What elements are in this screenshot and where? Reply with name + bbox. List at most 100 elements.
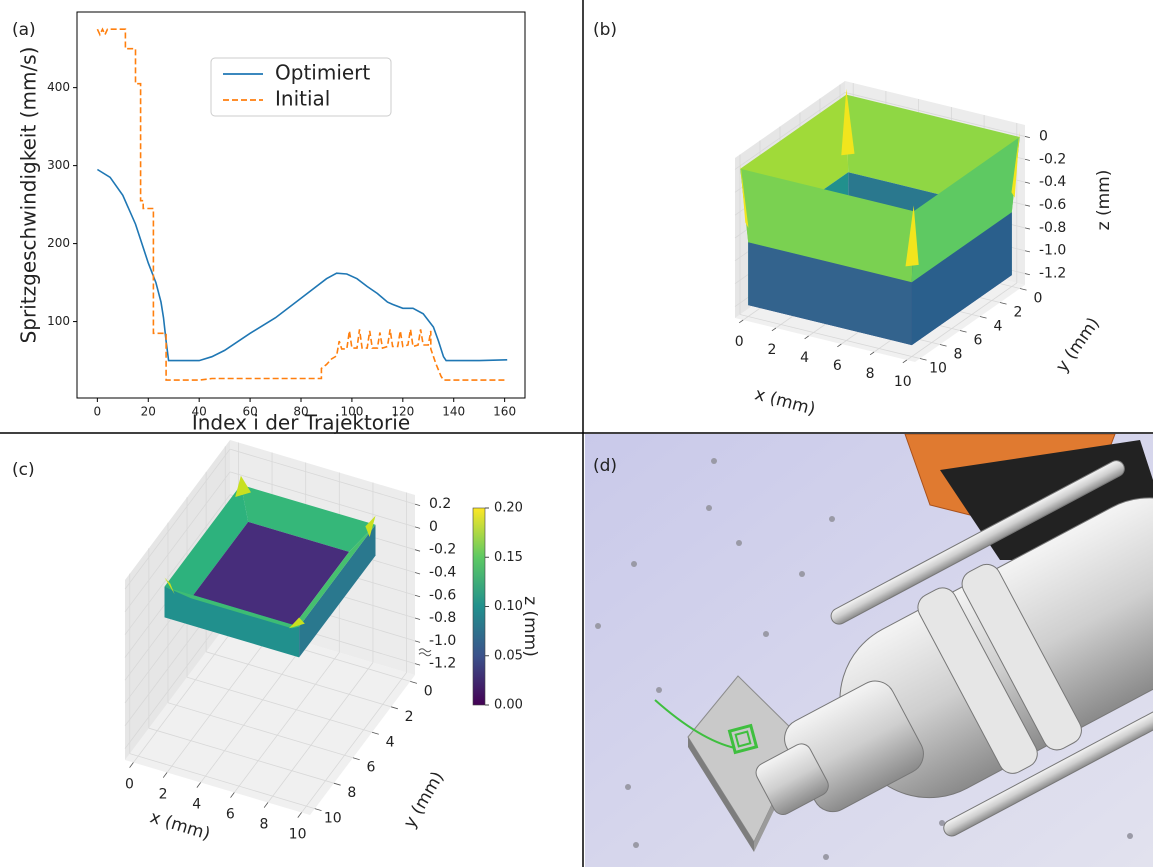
z-tick-label: -0.4 [429, 564, 456, 580]
x-tick [197, 783, 201, 788]
y-tick-label: 200 [47, 236, 70, 250]
x-tick-label: 0 [735, 334, 744, 350]
panel-label: (a) [12, 20, 36, 40]
x-axis-label: x (mm) [753, 384, 818, 419]
panel-label: (d) [593, 456, 617, 476]
x-tick [903, 360, 907, 363]
x-tick-label: 0 [125, 777, 134, 793]
x-tick [163, 773, 167, 778]
y-tick-label: 6 [974, 333, 983, 349]
x-tick-label: 4 [192, 797, 201, 813]
z-tick-label: -0.2 [429, 542, 456, 558]
y-axis-label: y (mm) [1052, 314, 1104, 376]
y-tick-label: 8 [954, 347, 963, 363]
z-tick [1025, 251, 1030, 252]
x-tick [231, 793, 235, 798]
x-tick-label: 10 [289, 827, 307, 843]
z-tick-label: 0 [429, 519, 438, 535]
x-tick-label: 4 [800, 350, 809, 366]
y-tick-label: 0 [424, 683, 433, 699]
y-tick [940, 345, 947, 347]
z-tick-label: -0.6 [1039, 197, 1066, 213]
figure: (d) (a)020406080100120140160100200300400… [0, 0, 1153, 867]
colorbar [473, 508, 485, 705]
colorbar-tick-label: 0.15 [494, 550, 523, 565]
y-tick [410, 681, 417, 683]
y-tick-label: 100 [47, 314, 70, 328]
y-tick [315, 809, 322, 811]
x-tick [837, 344, 841, 347]
y-tick-label: 300 [47, 158, 70, 172]
x-tick-label: 8 [866, 366, 875, 382]
colorbar-tick-label: 0.10 [494, 599, 523, 614]
z-tick [415, 504, 420, 506]
colorbar-label: z (mm) [520, 596, 540, 657]
x-axis-label: x (mm) [147, 807, 212, 844]
z-tick-label: -0.8 [1039, 220, 1066, 236]
x-tick [739, 320, 743, 323]
y-tick-label: 2 [1014, 305, 1023, 321]
z-tick-label: -1.2 [1039, 266, 1066, 282]
z-tick [415, 664, 420, 666]
x-tick [130, 763, 134, 768]
x-tick-label: 6 [833, 358, 842, 374]
z-tick [1025, 182, 1030, 183]
y-tick-label: 2 [405, 709, 414, 725]
y-tick [1000, 303, 1007, 305]
x-tick [264, 803, 268, 808]
panel-label: (c) [12, 460, 35, 480]
y-axis-label: y (mm) [400, 768, 448, 832]
robot-scene [585, 434, 1153, 867]
x-tick-label: 20 [141, 405, 156, 419]
data-line [97, 170, 507, 361]
z-tick [415, 527, 420, 529]
y-tick [372, 732, 379, 734]
z-tick-label: -1.2 [429, 656, 456, 672]
z-tick-label: -0.6 [429, 587, 456, 603]
z-tick [415, 572, 420, 574]
x-tick-label: 6 [226, 807, 235, 823]
x-tick [298, 813, 302, 818]
x-tick-label: 0 [94, 405, 102, 419]
y-tick [391, 707, 398, 709]
z-tick [1025, 274, 1030, 275]
colorbar-tick-label: 0.20 [494, 501, 523, 516]
y-tick [1020, 289, 1027, 291]
x-tick-label: 8 [259, 817, 268, 833]
z-tick-label: -1.0 [429, 633, 456, 649]
y-tick-label: 0 [1034, 291, 1043, 307]
z-tick [415, 618, 420, 620]
y-tick-label: 4 [386, 734, 395, 750]
x-tick [772, 328, 776, 331]
z-tick-label: 0.2 [429, 496, 451, 512]
x-axis-label: Index i der Trajektorie [192, 411, 410, 435]
y-tick-label: 10 [929, 361, 947, 377]
x-tick-label: 160 [493, 405, 516, 419]
y-tick-label: 10 [324, 811, 342, 827]
x-tick-label: 10 [894, 374, 912, 390]
y-axis-label: Spritzgeschwindigkeit (mm/s) [17, 47, 41, 344]
x-tick-label: 2 [767, 342, 776, 358]
x-tick [870, 352, 874, 355]
panel-label: (b) [593, 20, 617, 40]
y-tick [353, 758, 360, 760]
z-tick-label: 0 [1039, 128, 1048, 144]
legend-label: Optimiert [275, 61, 370, 85]
z-tick [1025, 136, 1030, 137]
y-tick [980, 317, 987, 319]
z-tick [415, 641, 420, 643]
y-tick [334, 783, 341, 785]
z-tick-label: -0.4 [1039, 174, 1066, 190]
legend-label: Initial [275, 87, 330, 111]
z-tick-label: -0.2 [1039, 151, 1066, 167]
colorbar-tick-label: 0.00 [494, 698, 523, 713]
z-axis-label: z (mm) [1094, 170, 1114, 231]
z-tick-label: -1.0 [1039, 243, 1066, 259]
z-tick [1025, 159, 1030, 160]
y-tick-label: 8 [347, 785, 356, 801]
z-tick [1025, 228, 1030, 229]
z-tick [415, 595, 420, 597]
z-tick [415, 550, 420, 552]
colorbar-tick-label: 0.05 [494, 648, 523, 663]
z-tick [1025, 205, 1030, 206]
